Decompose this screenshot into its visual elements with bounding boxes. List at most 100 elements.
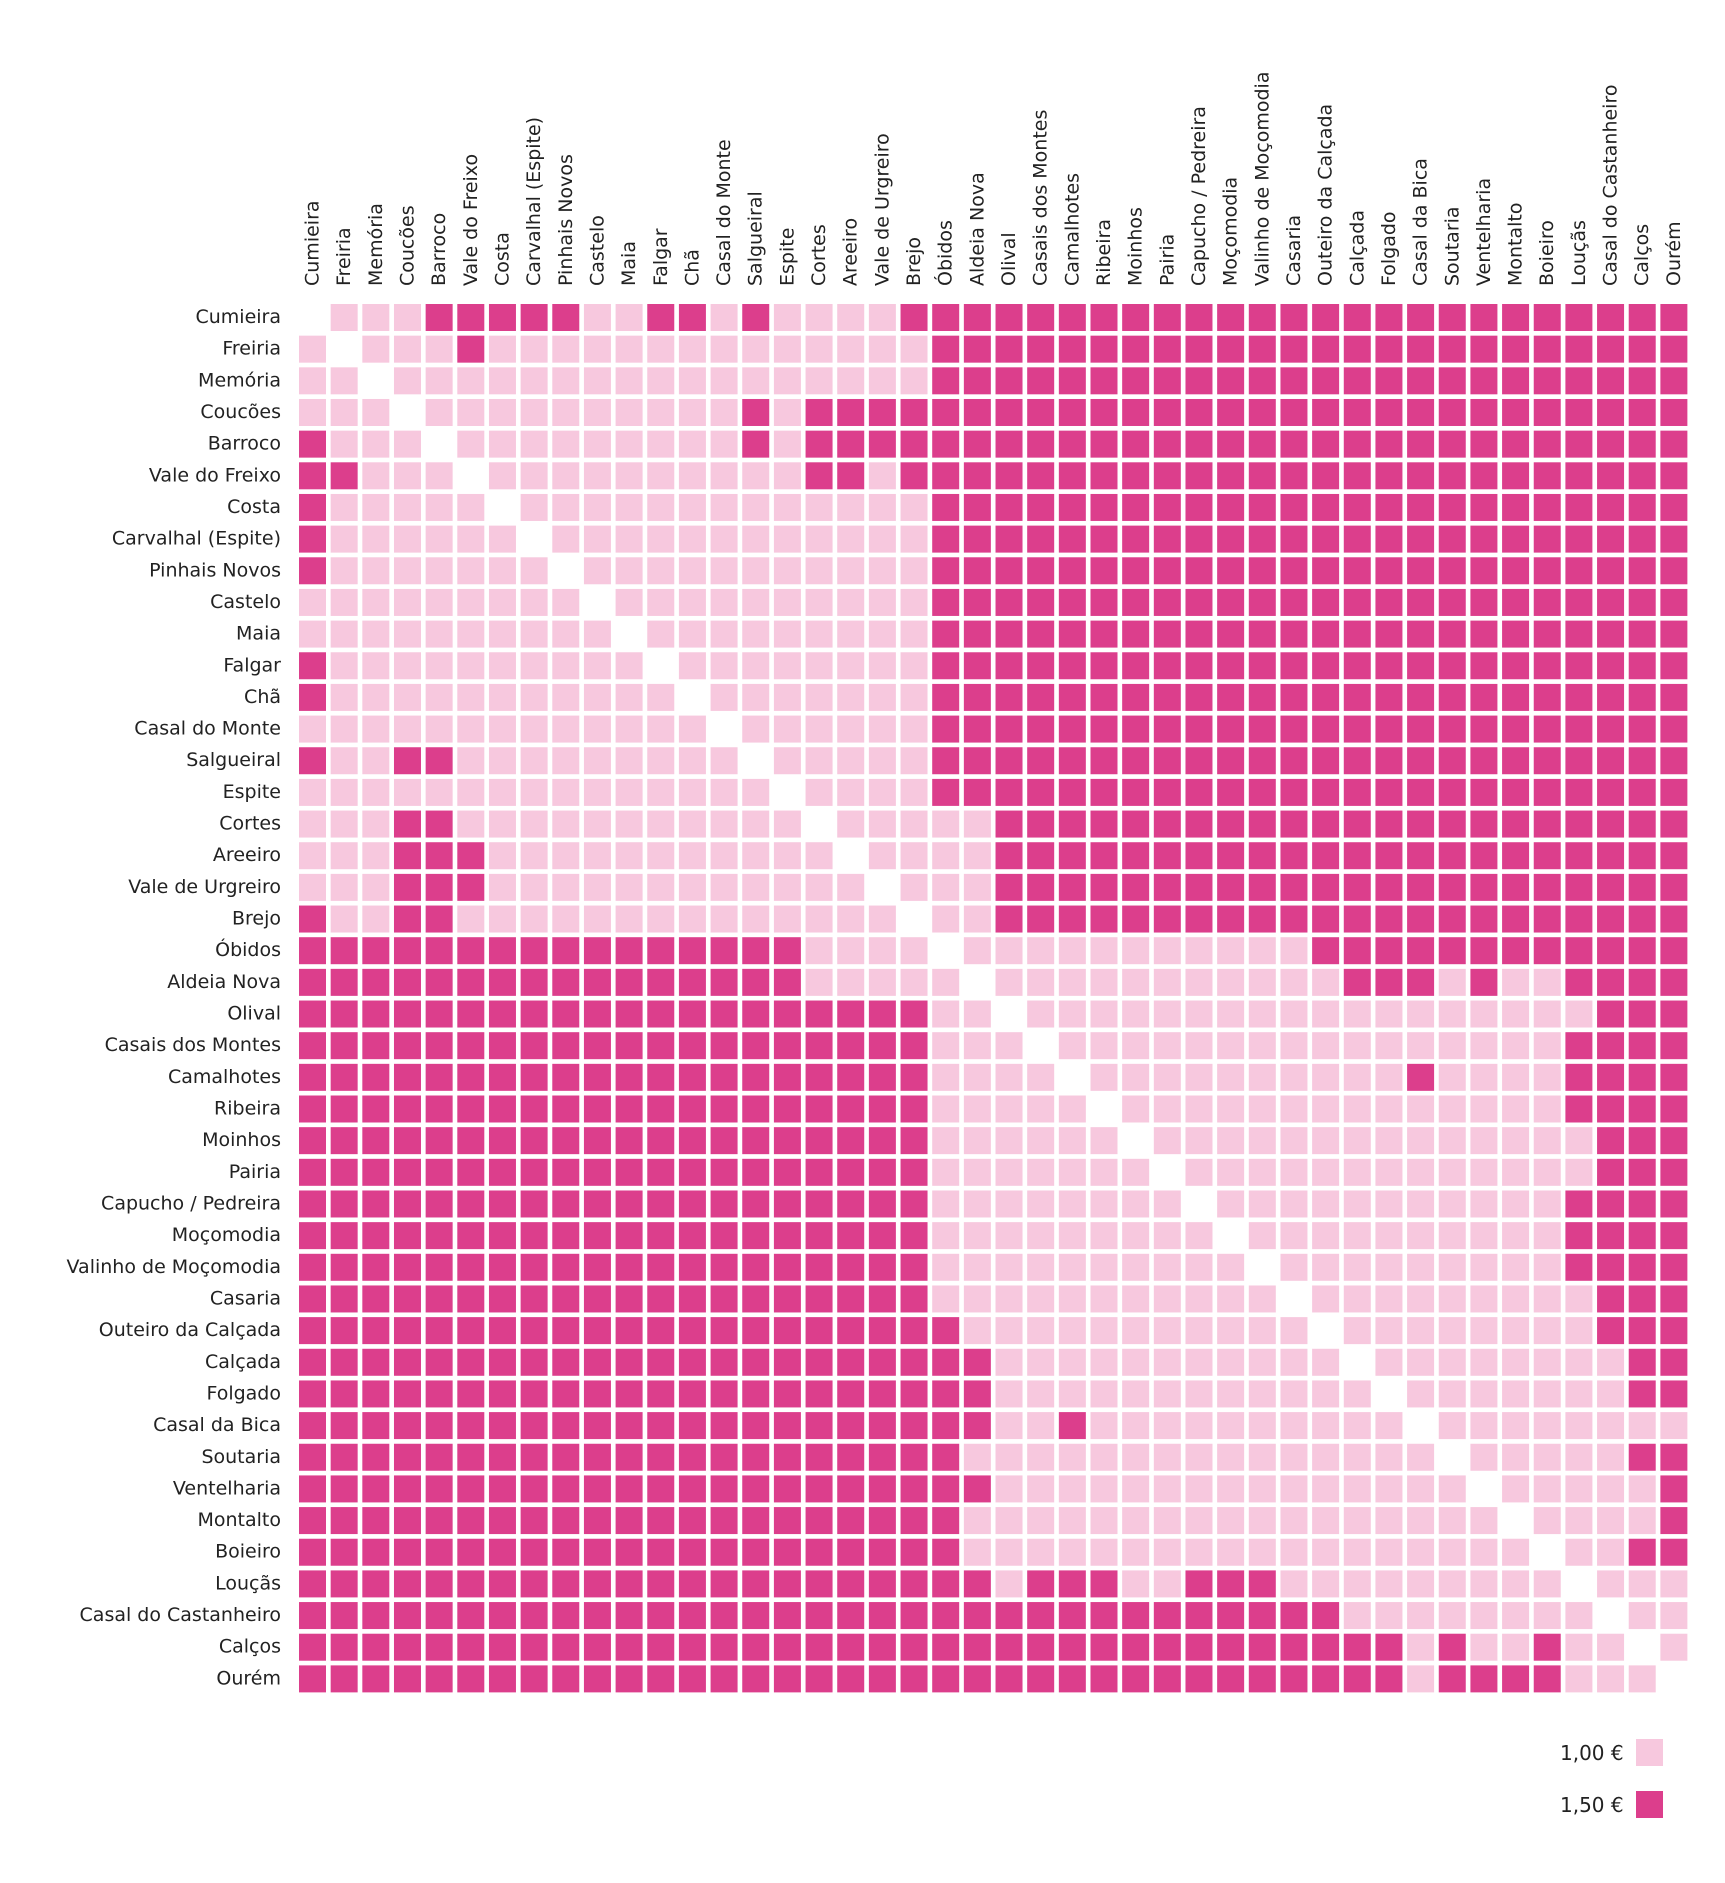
- matrix-cell: [710, 715, 738, 743]
- row-label: Vale de Urgreiro: [128, 876, 281, 898]
- matrix-cell: [552, 430, 580, 458]
- matrix-cell: [425, 557, 453, 585]
- matrix-cell: [583, 525, 611, 553]
- matrix-cell: [1280, 747, 1308, 775]
- matrix-cell: [1565, 525, 1593, 553]
- matrix-cell: [1280, 683, 1308, 711]
- matrix-cell: [805, 778, 833, 806]
- matrix-cell: [1122, 1602, 1150, 1630]
- matrix-cell: [299, 1443, 326, 1471]
- matrix-cell: [1248, 367, 1276, 395]
- matrix-cell: [583, 1665, 611, 1693]
- matrix-cell: [1407, 525, 1435, 553]
- matrix-cell: [583, 1538, 611, 1566]
- matrix-cell: [1470, 937, 1498, 965]
- matrix-cell: [552, 304, 580, 331]
- matrix-cell: [1502, 493, 1530, 521]
- matrix-cell: [488, 1063, 516, 1091]
- matrix-cell: [393, 873, 421, 901]
- matrix-cell: [1502, 1158, 1530, 1186]
- matrix-cell: [1438, 335, 1466, 363]
- matrix-cell: [1502, 1348, 1530, 1376]
- matrix-cell: [1628, 1000, 1656, 1028]
- matrix-cell: [330, 588, 358, 616]
- matrix-cell: [425, 1253, 453, 1281]
- matrix-cell: [393, 1253, 421, 1281]
- matrix-cell: [773, 1538, 801, 1566]
- matrix-cell: [1153, 588, 1181, 616]
- matrix-cell: [1628, 1633, 1656, 1661]
- matrix-cell: [1312, 1475, 1340, 1503]
- matrix-cell: [299, 873, 326, 901]
- matrix-cell: [488, 1443, 516, 1471]
- matrix-cell: [1502, 1507, 1530, 1535]
- matrix-cell: [425, 304, 453, 331]
- matrix-cell: [615, 335, 643, 363]
- matrix-cell: [330, 715, 358, 743]
- matrix-cell: [837, 1063, 865, 1091]
- matrix-cell: [457, 1538, 485, 1566]
- matrix-cell: [520, 1285, 548, 1313]
- matrix-cell: [710, 1412, 738, 1440]
- matrix-cell: [1470, 873, 1498, 901]
- matrix-cell: [1185, 873, 1213, 901]
- matrix-cell: [330, 1317, 358, 1345]
- matrix-cell: [1027, 557, 1055, 585]
- matrix-cell: [1438, 905, 1466, 933]
- matrix-cell: [1185, 1443, 1213, 1471]
- matrix-cell: [1153, 1317, 1181, 1345]
- matrix-cell: [805, 1348, 833, 1376]
- matrix-cell: [1280, 430, 1308, 458]
- matrix-cell: [1502, 683, 1530, 711]
- matrix-cell: [1597, 1285, 1625, 1313]
- matrix-cell: [1248, 1538, 1276, 1566]
- matrix-cell: [362, 1127, 390, 1155]
- matrix-cell: [647, 1538, 675, 1566]
- matrix-cell: [1597, 747, 1625, 775]
- matrix-cell: [488, 1285, 516, 1313]
- column-label: Montalto: [1505, 202, 1527, 286]
- matrix-cell: [1312, 873, 1340, 901]
- matrix-cell: [1312, 1222, 1340, 1250]
- matrix-cell: [1185, 1602, 1213, 1630]
- column-label: Cortes: [808, 224, 830, 286]
- matrix-cell: [805, 430, 833, 458]
- matrix-cell: [678, 1095, 706, 1123]
- matrix-cell: [1470, 652, 1498, 680]
- column-label: Barroco: [428, 213, 450, 286]
- matrix-cell: [330, 1095, 358, 1123]
- matrix-cell: [1407, 715, 1435, 743]
- matrix-cell: [1565, 1095, 1593, 1123]
- matrix-cell: [1090, 1032, 1118, 1060]
- matrix-cell: [1502, 1222, 1530, 1250]
- matrix-cell: [1280, 1348, 1308, 1376]
- matrix-cell: [647, 1348, 675, 1376]
- matrix-cell: [583, 462, 611, 490]
- matrix-cell: [1565, 1412, 1593, 1440]
- column-label: Freiria: [333, 227, 355, 286]
- matrix-cell: [900, 398, 928, 426]
- matrix-cell: [1565, 1538, 1593, 1566]
- matrix-cell: [1502, 778, 1530, 806]
- matrix-cell: [362, 367, 390, 395]
- matrix-cell: [1375, 1507, 1403, 1535]
- matrix-cell: [1502, 873, 1530, 901]
- matrix-cell: [583, 1475, 611, 1503]
- matrix-cell: [1628, 1570, 1656, 1598]
- matrix-cell: [647, 810, 675, 838]
- matrix-cell: [362, 1507, 390, 1535]
- matrix-cell: [805, 367, 833, 395]
- matrix-cell: [678, 1317, 706, 1345]
- matrix-cell: [1502, 1602, 1530, 1630]
- matrix-cell: [488, 493, 516, 521]
- matrix-cell: [393, 1570, 421, 1598]
- matrix-cell: [995, 525, 1023, 553]
- matrix-cell: [837, 1475, 865, 1503]
- matrix-cell: [457, 747, 485, 775]
- column-label: Aldeia Nova: [966, 172, 988, 286]
- matrix-cell: [1438, 1412, 1466, 1440]
- matrix-cell: [1565, 1633, 1593, 1661]
- matrix-cell: [520, 335, 548, 363]
- matrix-cell: [1122, 1665, 1150, 1693]
- matrix-cell: [552, 1475, 580, 1503]
